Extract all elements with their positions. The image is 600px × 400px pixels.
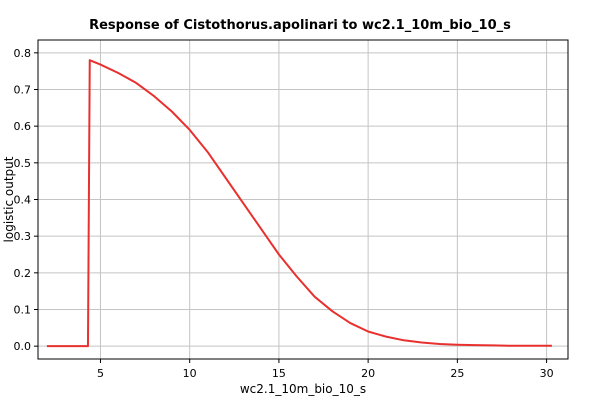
y-tick-label: 0.8 <box>14 47 32 60</box>
series-layer <box>46 59 552 348</box>
y-tick-label: 0.3 <box>14 230 32 243</box>
response-curve <box>46 59 552 348</box>
y-tick-label: 0.1 <box>14 304 32 317</box>
y-tick-label: 0.7 <box>14 84 32 97</box>
y-tick-label: 0.4 <box>14 194 32 207</box>
y-tick-label: 0.6 <box>14 120 32 133</box>
y-axis-label: logistic output <box>2 156 16 242</box>
x-tick-label: 15 <box>272 367 286 380</box>
y-tick-label: 0.2 <box>14 267 32 280</box>
y-tick-label: 0.5 <box>14 157 32 170</box>
axis-ticks: 5 10 15 20 25 30 0.0 0.1 0.2 0.3 0.4 0.5 0.6 0.7 0.8 <box>14 47 554 380</box>
x-axis-label: wc2.1_10m_bio_10_s <box>240 382 366 396</box>
x-tick-label: 30 <box>540 367 554 380</box>
x-tick-label: 25 <box>450 367 464 380</box>
grid-lines <box>38 40 568 359</box>
x-tick-label: 5 <box>97 367 104 380</box>
y-tick-label: 0.0 <box>14 340 32 353</box>
x-tick-label: 20 <box>361 367 375 380</box>
x-tick-label: 10 <box>183 367 197 380</box>
chart-title: Response of Cistothorus.apolinari to wc2… <box>89 18 511 33</box>
plot-frame <box>37 39 569 360</box>
